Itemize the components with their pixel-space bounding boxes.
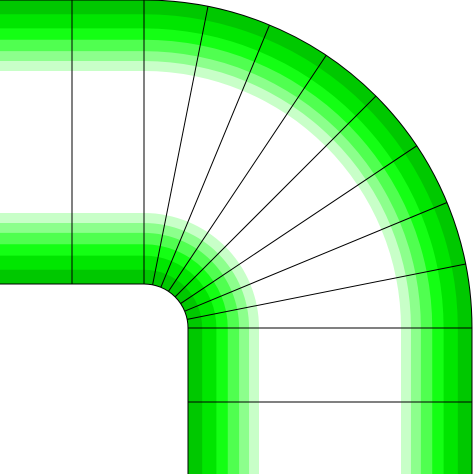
- mesh-line-bend-radial-1: [152, 6, 209, 285]
- mesh-line-bend-radial-3: [168, 55, 327, 292]
- mesh-line-bend-radial-7: [187, 263, 466, 320]
- mesh-line-bend-radial-5: [180, 145, 417, 304]
- mesh-line-bend-radial-6: [184, 202, 448, 312]
- mesh-line-bend-radial-4: [174, 95, 377, 298]
- mesh-line-bend-radial-2: [160, 24, 270, 288]
